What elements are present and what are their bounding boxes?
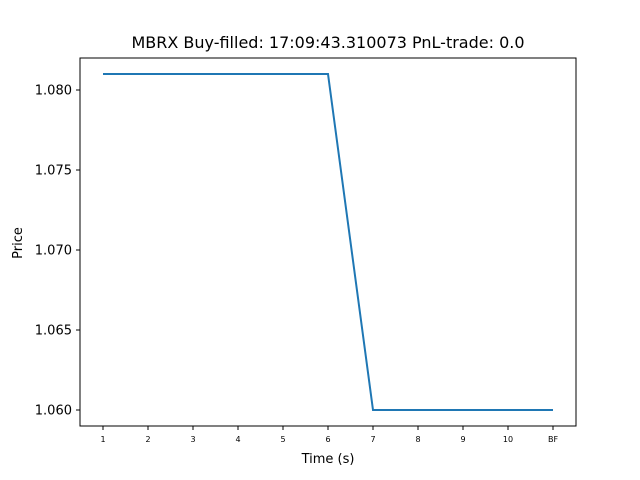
x-tick-label: 4 [235,435,240,444]
y-tick-label: 1.080 [35,84,72,99]
y-tick-label: 1.065 [35,324,72,339]
x-tick-label: 6 [325,435,330,444]
chart-title: MBRX Buy-filled: 17:09:43.310073 PnL-tra… [131,33,524,52]
x-tick-label: 5 [280,435,285,444]
x-tick-label: 10 [503,435,513,444]
x-tick-label: 8 [415,435,420,444]
plot-area: 1 2 3 4 5 6 7 8 9 10 BF 1.060 1.065 1.070 1.075 1.080 [35,57,577,444]
y-tick-label: 1.060 [35,404,72,419]
x-tick-label: 2 [145,435,150,444]
x-axis-label: Time (s) [301,452,355,467]
y-tick-label: 1.075 [35,164,72,179]
y-tick-label: 1.070 [35,244,72,259]
x-tick-label: 7 [370,435,375,444]
x-tick-label: 9 [460,435,465,444]
x-tick-label: 1 [100,435,105,444]
x-tick-label: BF [548,435,558,444]
series-line [103,73,553,411]
x-tick-label: 3 [190,435,195,444]
y-axis-label: Price [11,227,26,259]
